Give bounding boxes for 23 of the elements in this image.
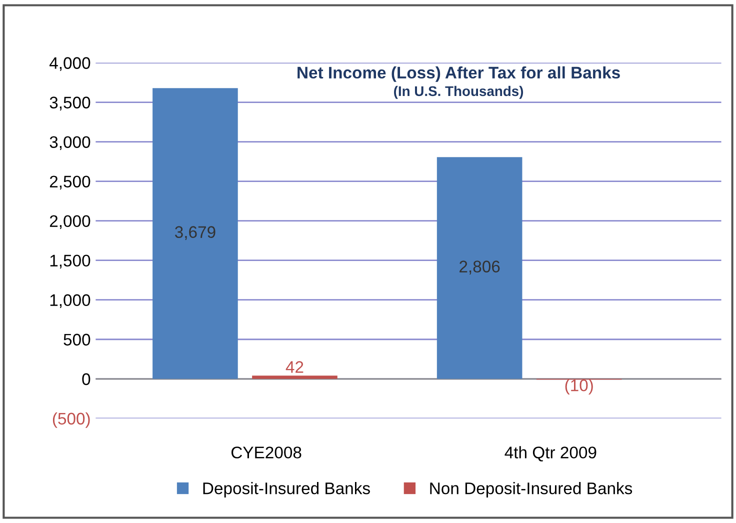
x-tick-label: CYE2008: [231, 446, 302, 458]
data-label: (10): [565, 379, 593, 395]
bar: [436, 157, 522, 379]
y-tick-label: 2,000: [50, 215, 90, 229]
y-tick-label: (500): [52, 412, 90, 428]
data-label: 2,806: [460, 260, 500, 274]
text: (In U.S. Thousands): [394, 86, 524, 99]
y-tick-label: 1,500: [50, 254, 90, 269]
y-tick-label: 500: [64, 334, 90, 346]
x-tick-label: 4th Qtr 2009: [504, 446, 596, 462]
legend-label: Deposit-Insured Banks: [203, 482, 370, 498]
y-tick-label: 4,000: [50, 57, 90, 71]
legend-label: Non Deposit-Insured Banks: [430, 482, 632, 498]
y-tick-label: 0: [82, 373, 90, 386]
y-tick-label: 3,000: [50, 136, 90, 150]
data-label: 3,679: [174, 226, 216, 240]
y-tick-label: 3,500: [50, 96, 90, 110]
chart-title: Net Income (Loss) After Tax for all Banks: [298, 66, 620, 82]
data-label: 42: [286, 361, 304, 373]
y-tick-label: 2,500: [50, 176, 90, 190]
bar: [252, 376, 338, 379]
bar: [152, 88, 238, 379]
y-tick-label: 1,000: [50, 294, 90, 308]
